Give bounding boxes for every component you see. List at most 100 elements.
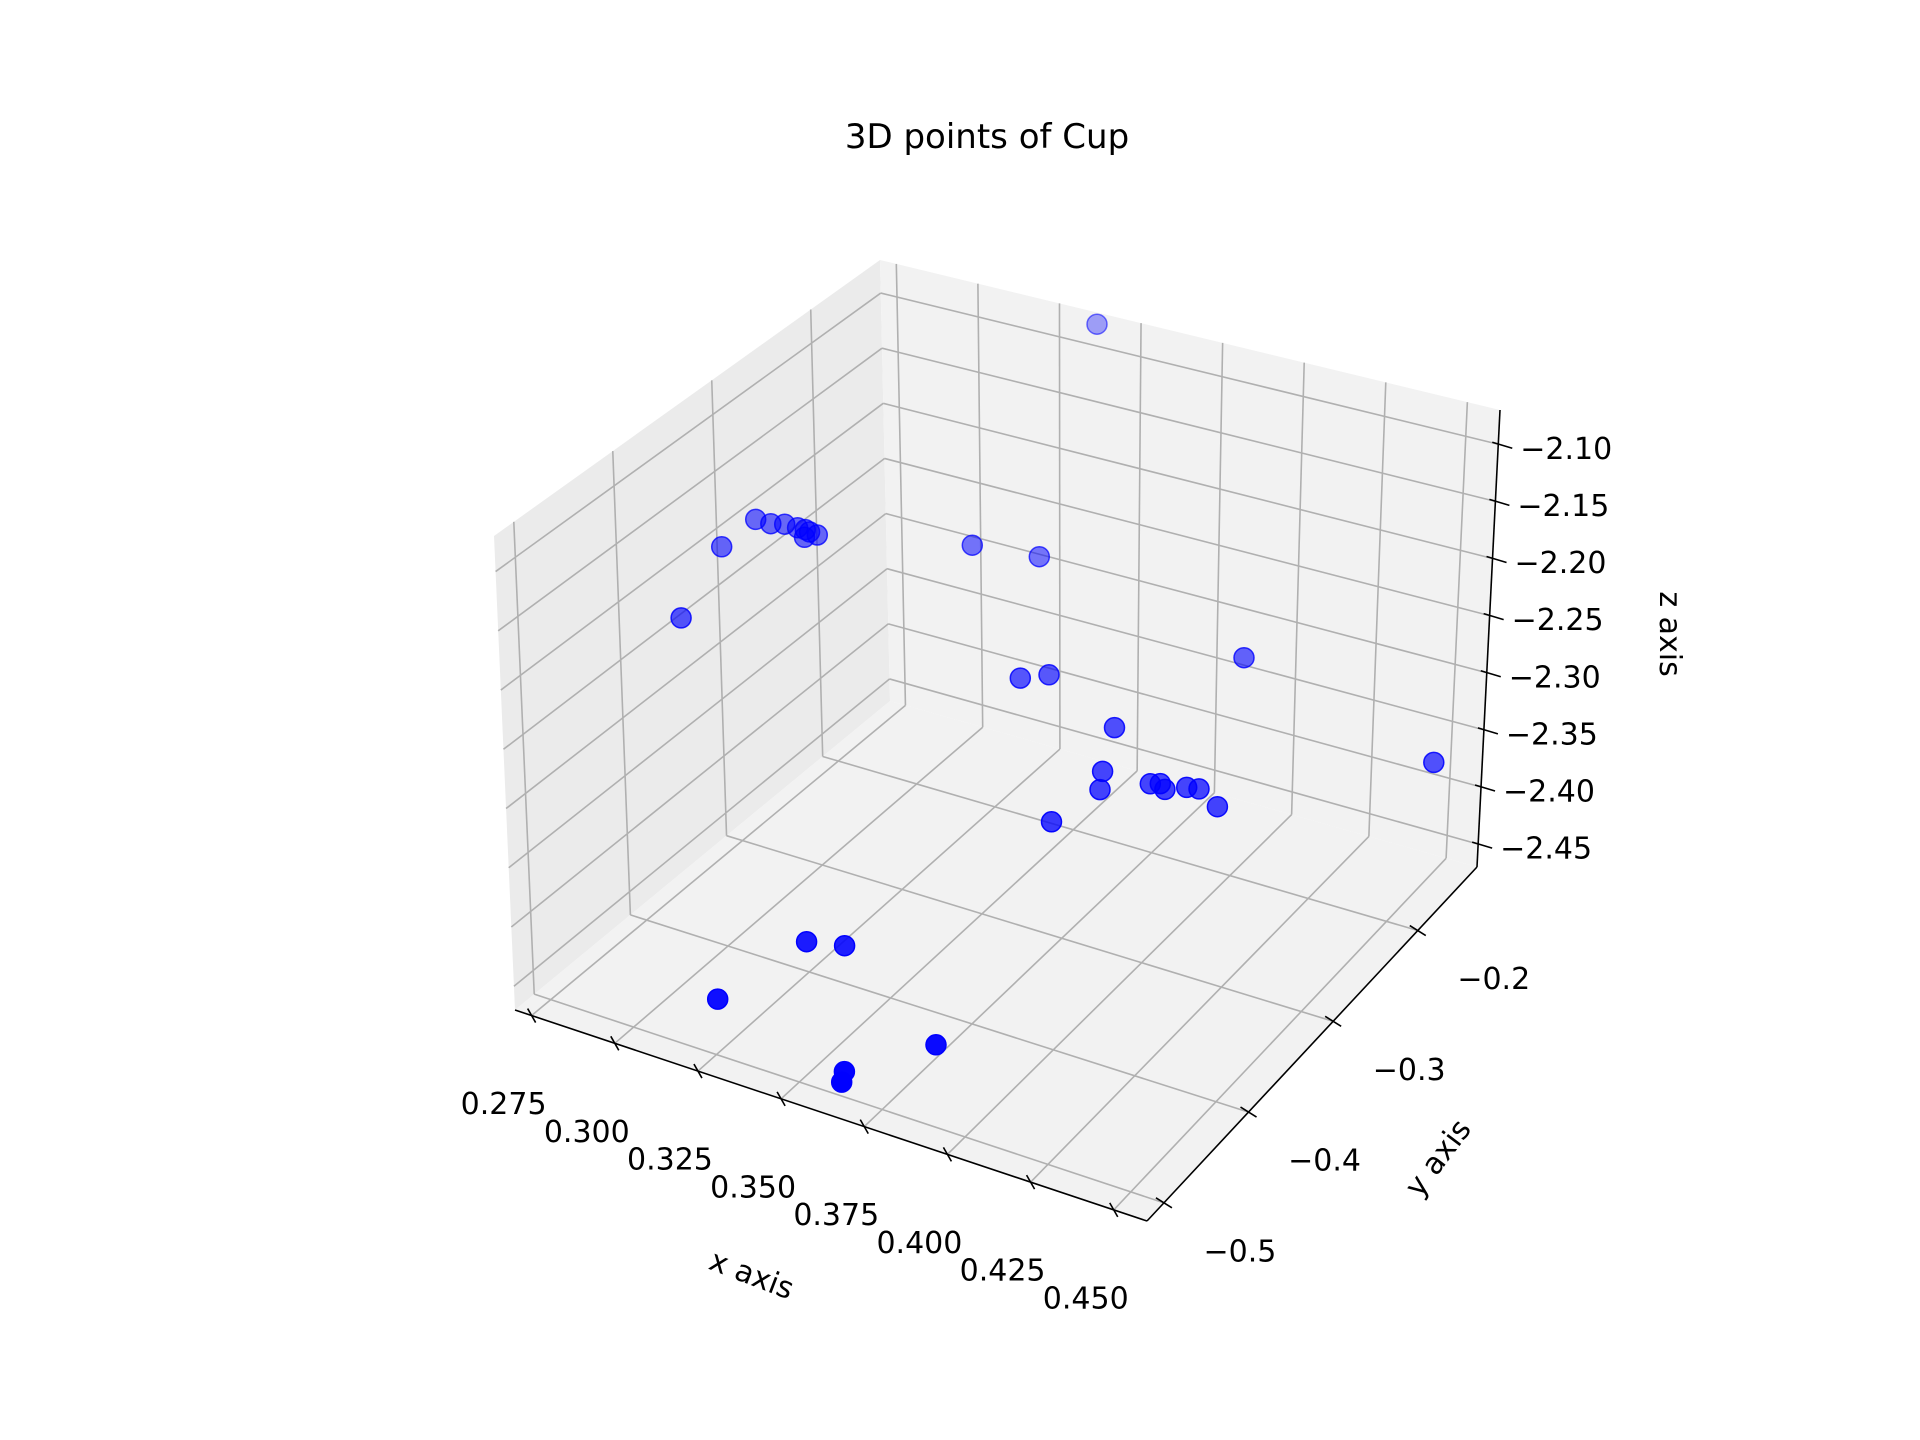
z-tick-label: −2.10 bbox=[1520, 432, 1612, 467]
data-point bbox=[833, 934, 856, 957]
z-grid-line-back bbox=[886, 567, 1485, 731]
z-tick-label: −2.25 bbox=[1512, 603, 1604, 638]
z-tick-mark bbox=[1492, 441, 1513, 450]
data-point bbox=[795, 930, 818, 953]
x-grid-line-floor bbox=[780, 770, 1138, 1100]
x-tick-mark bbox=[776, 1091, 786, 1107]
y-tick-mark bbox=[1155, 1197, 1173, 1209]
data-point bbox=[1206, 795, 1229, 818]
y-tick-label: −0.4 bbox=[1288, 1144, 1361, 1179]
x-tick-mark bbox=[610, 1035, 620, 1051]
z-tick-mark bbox=[1477, 727, 1499, 735]
data-point bbox=[760, 512, 782, 535]
z-tick-mark bbox=[1486, 555, 1507, 564]
z-grid-line-back bbox=[888, 623, 1482, 788]
x-tick-mark bbox=[859, 1119, 869, 1135]
data-point bbox=[961, 534, 984, 556]
z-grid-line-side bbox=[508, 568, 888, 869]
x-tick-mark bbox=[1025, 1174, 1036, 1190]
x-tick-label: 0.300 bbox=[544, 1115, 630, 1150]
z-tick-mark bbox=[1489, 498, 1510, 507]
z-tick-mark bbox=[1483, 612, 1504, 621]
data-point bbox=[1233, 646, 1255, 669]
x-grid-line-floor bbox=[1030, 835, 1370, 1183]
z-axis-label: z axis bbox=[1652, 591, 1687, 676]
data-point bbox=[1103, 716, 1126, 739]
x-tick-mark bbox=[526, 1008, 537, 1023]
z-tick-mark bbox=[1474, 784, 1496, 792]
y-grid-line-side bbox=[710, 380, 728, 836]
x-grid-line-back bbox=[1445, 402, 1469, 859]
x-axis-label: x axis bbox=[704, 1243, 798, 1307]
data-point bbox=[1040, 811, 1063, 833]
y-axis-line bbox=[1146, 866, 1478, 1222]
data-point bbox=[1423, 751, 1445, 774]
axes-panes bbox=[494, 260, 1500, 1221]
z-grid-line-back bbox=[884, 457, 1490, 617]
y-grid-line-floor bbox=[533, 993, 1165, 1204]
z-tick-label: −2.30 bbox=[1509, 660, 1601, 695]
axis-lines bbox=[514, 409, 1501, 1222]
x-tick-label: 0.350 bbox=[710, 1170, 796, 1205]
x-tick-label: 0.275 bbox=[461, 1087, 547, 1122]
grid-lines bbox=[495, 263, 1499, 1211]
data-point bbox=[830, 1071, 853, 1093]
x-tick-label: 0.325 bbox=[627, 1143, 713, 1178]
x-grid-line-back bbox=[895, 263, 907, 706]
z-grid-line-side bbox=[500, 402, 884, 691]
z-grid-line-side bbox=[510, 623, 889, 928]
data-point bbox=[925, 1034, 947, 1056]
x-grid-line-floor bbox=[946, 814, 1293, 1155]
x-axis-line bbox=[514, 1009, 1148, 1222]
x-grid-line-back bbox=[1136, 323, 1142, 771]
y-tick-label: −0.2 bbox=[1457, 962, 1530, 997]
x-grid-line-floor bbox=[614, 726, 984, 1044]
data-point bbox=[1154, 778, 1176, 801]
y-tick-label: −0.3 bbox=[1373, 1053, 1446, 1088]
x-tick-mark bbox=[693, 1063, 703, 1079]
z-tick-label: −2.20 bbox=[1515, 546, 1607, 581]
y-tick-mark bbox=[1409, 924, 1427, 937]
z-tick-mark bbox=[1480, 670, 1502, 678]
x-tick-mark bbox=[1109, 1202, 1119, 1218]
y-grid-line-floor bbox=[822, 755, 1418, 932]
y-tick-mark bbox=[1324, 1015, 1342, 1027]
x-grid-line-floor bbox=[863, 792, 1215, 1128]
z-grid-line-back bbox=[883, 402, 1493, 560]
y-axis-label: y axis bbox=[1398, 1113, 1479, 1204]
data-point bbox=[793, 526, 816, 549]
x-grid-line-floor bbox=[531, 704, 906, 1017]
x-tick-label: 0.450 bbox=[1043, 1281, 1129, 1316]
z-tick-label: −2.35 bbox=[1506, 717, 1598, 752]
data-point bbox=[670, 607, 692, 629]
y-grid-line-floor bbox=[630, 914, 1249, 1113]
right-pane bbox=[880, 260, 1500, 867]
z-tick-mark bbox=[1471, 841, 1493, 849]
x-tick-label: 0.375 bbox=[793, 1198, 879, 1233]
left-pane bbox=[494, 260, 890, 1010]
y-grid-line-side bbox=[611, 451, 632, 915]
tick-labels: 0.2750.3000.3250.3500.3750.4000.4250.450… bbox=[461, 432, 1613, 1317]
x-grid-line-floor bbox=[1113, 857, 1447, 1211]
data-point bbox=[710, 536, 733, 558]
x-grid-line-back bbox=[1368, 382, 1387, 837]
y-tick-label: −0.5 bbox=[1203, 1234, 1276, 1269]
z-grid-line-side bbox=[495, 292, 882, 573]
x-tick-mark bbox=[942, 1146, 953, 1162]
data-point bbox=[706, 988, 729, 1010]
floor-pane bbox=[515, 701, 1477, 1221]
z-grid-line-back bbox=[880, 292, 1499, 446]
data-point bbox=[1009, 667, 1032, 689]
data-point bbox=[1188, 778, 1210, 800]
x-grid-line-back bbox=[1213, 342, 1224, 793]
data-point bbox=[1089, 778, 1111, 801]
z-tick-label: −2.15 bbox=[1517, 489, 1609, 524]
x-tick-label: 0.400 bbox=[876, 1226, 962, 1261]
z-grid-line-side bbox=[513, 678, 891, 987]
x-grid-line-back bbox=[977, 283, 984, 728]
x-tick-label: 0.425 bbox=[960, 1254, 1046, 1289]
y-grid-line-floor bbox=[726, 834, 1334, 1023]
data-point bbox=[1038, 664, 1060, 686]
y-grid-line-side bbox=[512, 521, 536, 995]
data-point bbox=[1086, 313, 1108, 335]
